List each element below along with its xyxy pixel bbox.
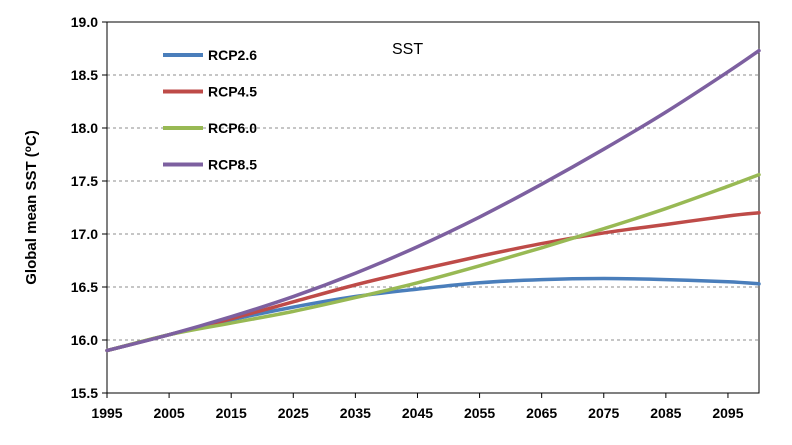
x-tick-label: 2035 — [340, 405, 371, 421]
x-tick-label: 2075 — [588, 405, 619, 421]
x-tick-labels: 1995 2005 2015 2025 2035 2045 2055 2065 2075 2085… — [91, 393, 744, 421]
y-axis-label-main: Global mean SST ( — [23, 152, 40, 285]
y-tick-label: 19.0 — [71, 14, 98, 30]
legend: RCP2.6 RCP4.5 RCP6.0 RCP8.5 — [163, 47, 257, 173]
x-tick-label: 2005 — [154, 405, 185, 421]
legend-label: RCP2.6 — [208, 47, 257, 63]
x-tick-label: 2015 — [216, 405, 247, 421]
y-axis-label: Global mean SST (oC) — [23, 130, 40, 284]
y-tick-label: 17.0 — [71, 226, 98, 242]
x-tick-label: 2085 — [650, 405, 681, 421]
y-tick-label: 18.5 — [71, 67, 98, 83]
series-lines — [105, 48, 761, 353]
y-axis-label-degree: o — [23, 146, 34, 152]
series-line-rcp45 — [105, 211, 761, 353]
x-tick-label: 2095 — [712, 405, 743, 421]
legend-label: RCP4.5 — [208, 84, 257, 100]
series-line-rcp60 — [105, 172, 761, 353]
y-tick-label: 15.5 — [71, 385, 98, 401]
legend-label: RCP8.5 — [208, 157, 257, 173]
legend-label: RCP6.0 — [208, 120, 257, 136]
x-tick-label: 2065 — [526, 405, 557, 421]
y-tick-label: 17.5 — [71, 173, 98, 189]
x-tick-label: 2025 — [278, 405, 309, 421]
sst-annotation: SST — [392, 41, 423, 58]
x-tick-label: 1995 — [91, 405, 122, 421]
y-tick-label: 16.0 — [71, 332, 98, 348]
y-tick-labels: 15.5 16.0 16.5 17.0 17.5 18.0 18.5 19.0 — [71, 14, 107, 401]
y-tick-label: 16.5 — [71, 279, 98, 295]
plot-frame — [106, 21, 760, 394]
x-tick-label: 2055 — [464, 405, 495, 421]
y-axis-label-unit: C) — [23, 130, 40, 146]
series-line-rcp85 — [105, 48, 761, 353]
x-tick-label: 2045 — [402, 405, 433, 421]
y-tick-label: 18.0 — [71, 120, 98, 136]
